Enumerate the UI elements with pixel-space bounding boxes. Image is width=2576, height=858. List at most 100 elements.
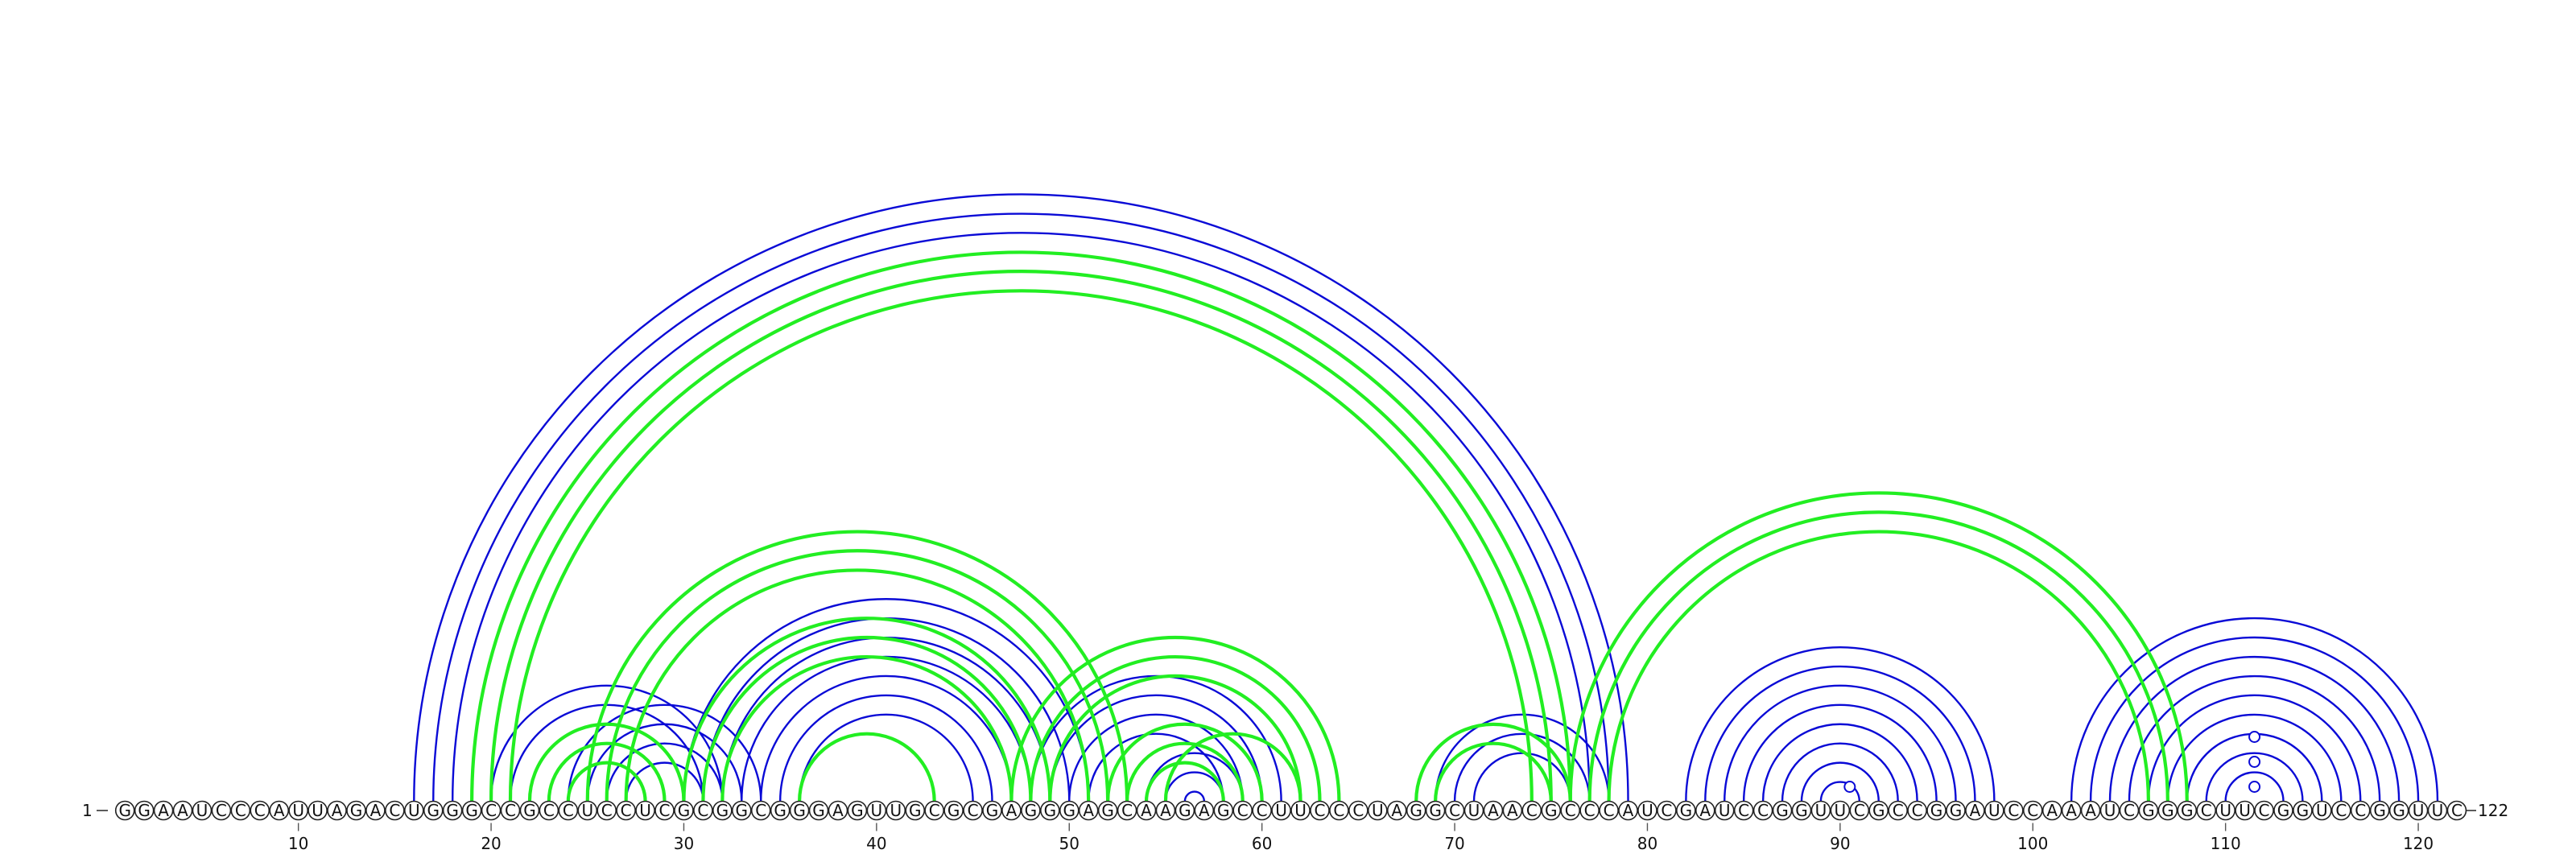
base-pair-arc-blue	[451, 232, 1591, 802]
nucleotide-letter: C	[389, 801, 400, 820]
nucleotide-circle	[577, 800, 598, 821]
base-pair-arc-green	[508, 289, 1534, 802]
nucleotide-circle	[1078, 800, 1099, 821]
nucleotide-letter: G	[446, 801, 459, 820]
nucleotide-circle	[1810, 800, 1831, 821]
nucleotide-circle	[192, 800, 213, 821]
nucleotide-letter: A	[158, 801, 169, 820]
nucleotide-letter: U	[1835, 801, 1847, 820]
base-pair-arc-blue	[1453, 732, 1591, 802]
nucleotide-letter: C	[1912, 801, 1923, 820]
tick-label: 100	[2017, 834, 2048, 853]
base-pair-arc-blue	[1761, 723, 1918, 802]
tick-label: 10	[288, 834, 308, 853]
base-pair-arc-blue	[721, 636, 1051, 802]
nucleotide-circle	[1271, 800, 1291, 821]
nucleotide-letter: A	[1199, 801, 1210, 820]
nucleotide-letter: C	[235, 801, 246, 820]
nucleotide-circle	[597, 800, 617, 821]
base-pair-arc-blue	[1145, 752, 1244, 802]
nucleotide-circle	[712, 800, 733, 821]
nucleotide-circle	[1136, 800, 1157, 821]
nucleotide-letter: G	[1101, 801, 1114, 820]
nucleotide-letter: C	[1757, 801, 1769, 820]
nucleotide-circle	[1868, 800, 1889, 821]
base-pair-arc-blue	[2205, 752, 2304, 802]
nucleotide-letter: C	[2027, 801, 2038, 820]
nucleotide-circle	[1252, 800, 1272, 821]
nucleotide-letter: C	[2201, 801, 2212, 820]
position-ticks: 10 20 30 40 50 60 70 80 90 100 110 120	[288, 823, 2434, 853]
base-pair-arc-green	[1029, 654, 1322, 802]
tick-label: 60	[1252, 834, 1272, 853]
nucleotide-circle	[1290, 800, 1311, 821]
nucleotide-letter: G	[2142, 801, 2155, 820]
nucleotide-letter: C	[2335, 801, 2347, 820]
base-pair-arc-blue	[1183, 790, 1206, 802]
nucleotide-circle	[886, 800, 906, 821]
nucleotide-letter: G	[1410, 801, 1422, 820]
nucleotide-circle	[1425, 800, 1446, 821]
tick-label: 70	[1444, 834, 1464, 853]
nucleotide-circle	[1444, 800, 1465, 821]
nucleotide-letter: G	[2297, 801, 2310, 820]
nucleotide-letter: C	[563, 801, 574, 820]
nucleotide-circle	[385, 800, 405, 821]
nucleotide-letter: A	[177, 801, 188, 820]
base-pair-arc-green	[1048, 674, 1302, 802]
nucleotide-circle	[943, 800, 964, 821]
base-pair-arc-blue	[798, 713, 974, 802]
nucleotide-circle	[1618, 800, 1638, 821]
nucleotide-circle	[442, 800, 463, 821]
base-pair-arc-blue	[2089, 636, 2420, 802]
nucleotide-circle	[114, 800, 135, 821]
nucleotide-circle	[1194, 800, 1215, 821]
nucleotide-letter: C	[1584, 801, 1596, 820]
nucleotide-circle	[905, 800, 926, 821]
start-label: 1	[82, 801, 93, 820]
nucleotide-letter: G	[1217, 801, 1230, 820]
base-pair-arc-blue	[413, 193, 1629, 802]
nucleotide-circle	[346, 800, 366, 821]
nucleotide-letter: A	[1160, 801, 1171, 820]
nucleotide-letter: C	[697, 801, 708, 820]
nucleotide-circle	[828, 800, 848, 821]
base-pair-arc-green	[1414, 722, 1572, 802]
nucleotide-circle	[1502, 800, 1523, 821]
nucleotide-letter: C	[1526, 801, 1538, 820]
base-pair-arc-green	[1009, 635, 1341, 802]
nucleotide-letter: G	[774, 801, 786, 820]
nucleotide-circle	[461, 800, 482, 821]
nucleotide-letter: A	[1141, 801, 1152, 820]
nucleotide-circle	[2312, 800, 2332, 821]
nucleotide-letter: G	[1179, 801, 1191, 820]
nucleotide-letter: A	[1006, 801, 1018, 820]
markers	[1843, 731, 2261, 793]
base-pair-arc-blue	[1472, 752, 1571, 802]
nucleotide-circle	[1097, 800, 1118, 821]
nucleotide-letter: C	[1449, 801, 1460, 820]
nucleotide-circle	[2427, 800, 2448, 821]
nucleotide-circle	[2293, 800, 2313, 821]
nucleotide-circle	[2041, 800, 2062, 821]
nucleotide-circle	[731, 800, 752, 821]
nucleotide-letter: G	[138, 801, 151, 820]
base-pair-arc-blue	[2224, 771, 2285, 802]
nucleotide-circle	[1888, 800, 1908, 821]
nucleotide-circle	[750, 800, 771, 821]
nucleotide-letter: C	[1237, 801, 1249, 820]
nucleotide-letter: C	[929, 801, 940, 820]
nucleotide-circle	[770, 800, 791, 821]
nucleotide-circle	[1406, 800, 1426, 821]
nucleotide-letter: C	[2259, 801, 2270, 820]
nucleotide-circle	[1368, 800, 1388, 821]
nucleotide-circle	[1637, 800, 1657, 821]
nucleotide-circle	[230, 800, 251, 821]
arcs-green	[470, 250, 2189, 802]
nucleotide-circle	[211, 800, 232, 821]
nucleotide-letter: U	[1372, 801, 1384, 820]
nucleotide-circle	[1579, 800, 1600, 821]
nucleotide-letter: G	[986, 801, 999, 820]
base-pair-arc-green	[605, 549, 1110, 802]
